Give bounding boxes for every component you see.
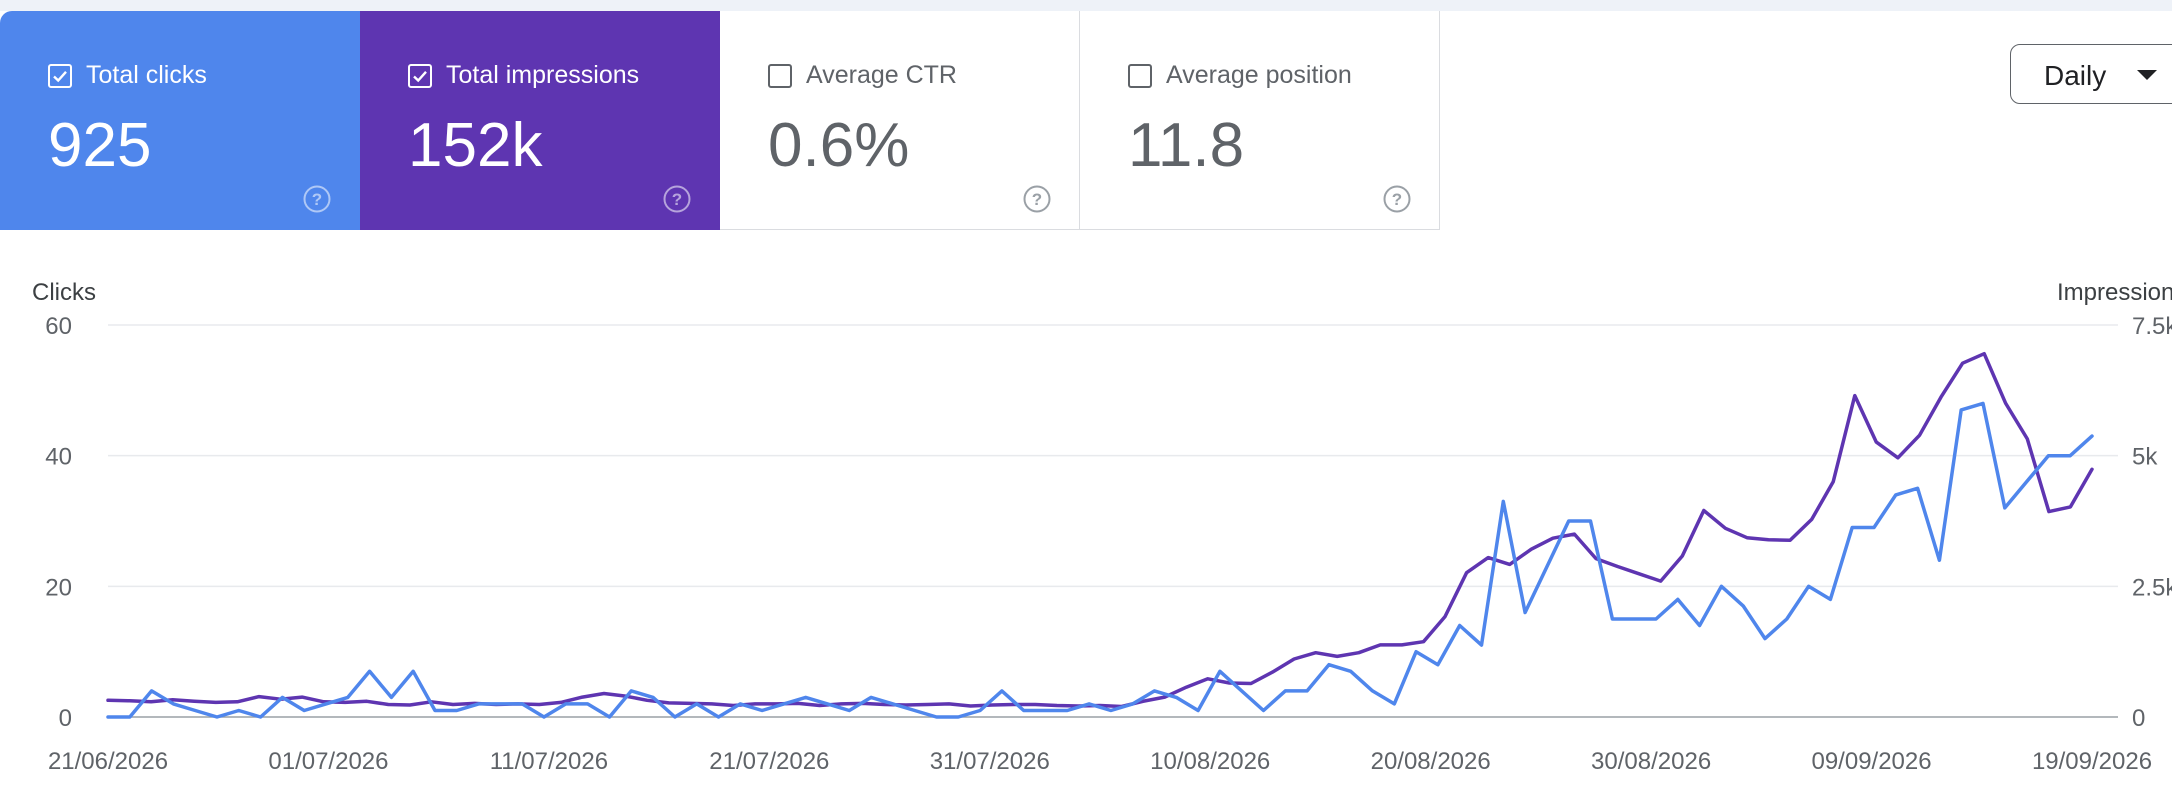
metric-card-header: Total impressions	[408, 61, 639, 90]
checkbox-unchecked-icon[interactable]	[1128, 63, 1152, 88]
metric-label: Average position	[1166, 61, 1352, 89]
metric-value: 11.8	[1128, 111, 1245, 180]
metric-card-header: Average CTR	[768, 61, 957, 90]
svg-text:?: ?	[312, 190, 322, 209]
help-circle-icon[interactable]: ?	[302, 184, 332, 214]
metric-card-total-impressions[interactable]: Total impressions 152k ?	[360, 11, 720, 230]
y-tick-label-right: 7.5k	[2132, 313, 2172, 340]
metric-cards: Total clicks 925 ? Total impressions 152…	[0, 11, 1440, 230]
x-tick-label: 09/09/2026	[1811, 748, 1931, 775]
y-axis-title-left: Clicks	[32, 279, 96, 306]
svg-text:?: ?	[672, 190, 682, 209]
help-circle-icon[interactable]: ?	[662, 184, 692, 214]
metric-card-header: Average position	[1128, 61, 1352, 90]
performance-chart: 0 0 20 2.5k 40 5k 60 7.5k Clicks Impressions 21/06…	[32, 279, 2172, 775]
x-tick-label: 21/06/2026	[48, 748, 168, 775]
y-tick-label-left: 20	[45, 574, 72, 601]
y-tick-label-left: 0	[59, 705, 72, 732]
y-tick-label-right: 2.5k	[2132, 574, 2172, 601]
x-tick-label: 10/08/2026	[1150, 748, 1270, 775]
metric-card-total-clicks[interactable]: Total clicks 925 ?	[0, 11, 360, 230]
top-strip	[0, 0, 2172, 11]
x-tick-label: 21/07/2026	[709, 748, 829, 775]
checkbox-checked-icon[interactable]	[48, 63, 72, 88]
y-tick-label-left: 40	[45, 444, 72, 471]
metric-card-header: Total clicks	[48, 61, 207, 90]
checkbox-checked-icon[interactable]	[408, 63, 432, 88]
metric-value: 925	[48, 111, 152, 180]
metric-value: 152k	[408, 111, 543, 180]
x-tick-label: 31/07/2026	[930, 748, 1050, 775]
series-line-impressions	[106, 351, 2094, 709]
granularity-selected: Daily	[2044, 60, 2107, 91]
granularity-dropdown[interactable]: Daily	[2010, 44, 2172, 104]
svg-text:?: ?	[1032, 190, 1042, 209]
y-axis-title-right: Impressions	[2057, 279, 2172, 306]
metric-label: Total impressions	[446, 61, 640, 89]
help-circle-icon[interactable]: ?	[1382, 184, 1412, 214]
series-line-clicks	[106, 401, 2094, 719]
y-tick-label-right: 0	[2132, 705, 2145, 732]
metric-value: 0.6%	[768, 111, 910, 180]
svg-text:?: ?	[1392, 190, 1402, 209]
checkbox-unchecked-icon[interactable]	[768, 63, 792, 88]
metric-card-average-ctr[interactable]: Average CTR 0.6% ?	[720, 11, 1080, 230]
metric-label: Average CTR	[806, 61, 957, 89]
x-tick-label: 20/08/2026	[1371, 748, 1491, 775]
y-tick-label-right: 5k	[2132, 444, 2158, 471]
metric-card-average-position[interactable]: Average position 11.8 ?	[1080, 11, 1440, 230]
y-tick-label-left: 60	[45, 313, 72, 340]
x-tick-label: 01/07/2026	[268, 748, 388, 775]
x-tick-label: 30/08/2026	[1591, 748, 1711, 775]
help-circle-icon[interactable]: ?	[1022, 184, 1052, 214]
metric-label: Total clicks	[86, 61, 207, 89]
x-tick-label: 11/07/2026	[490, 748, 608, 775]
x-tick-label: 19/09/2026	[2032, 748, 2152, 775]
caret-down-icon	[2137, 70, 2157, 80]
